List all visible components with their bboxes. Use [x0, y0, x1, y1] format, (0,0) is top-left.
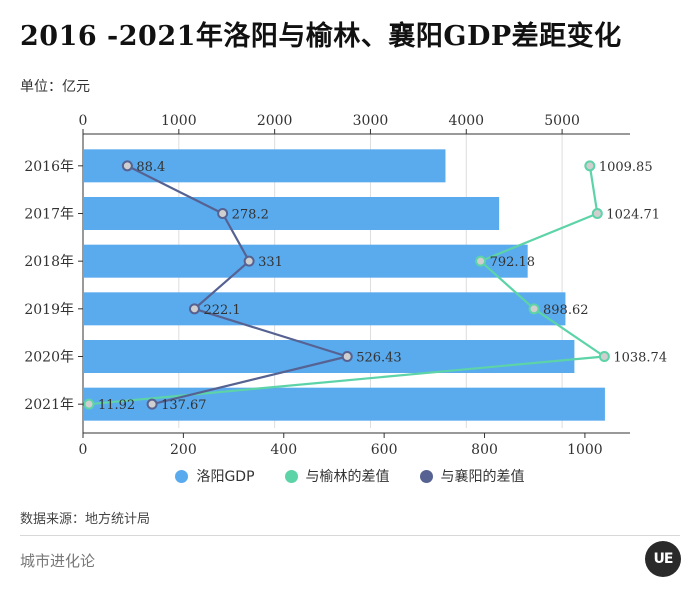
legend: 洛阳GDP 与榆林的差值 与襄阳的差值	[0, 466, 700, 486]
point-yulin	[528, 303, 540, 315]
data-label-xiangyang: 222.1	[203, 303, 240, 318]
footer-divider	[20, 535, 680, 536]
category-label: 2016年	[24, 159, 74, 175]
point-xiangyang	[217, 208, 229, 219]
category-label: 2017年	[24, 207, 74, 223]
legend-label: 与榆林的差值	[305, 469, 390, 485]
legend-label: 与襄阳的差值	[440, 469, 525, 485]
top-axis-tick-label: 5000	[544, 113, 580, 129]
bottom-axis-tick-label: 600	[371, 442, 398, 458]
data-label-xiangyang: 137.67	[161, 398, 207, 413]
point-yulin	[475, 255, 487, 267]
chart-area: 1009.85 1024.71 792.18 898.62 1038.74 11.92 88…	[24, 113, 667, 458]
bar-2017年	[84, 197, 500, 230]
point-yulin	[591, 208, 603, 219]
legend-item-yulin-diff[interactable]: 与榆林的差值	[284, 466, 390, 486]
bar-2020年	[84, 340, 575, 373]
point-xiangyang	[243, 255, 255, 267]
bottom-axis-tick-label: 1000	[567, 442, 603, 458]
category-label: 2021年	[24, 397, 74, 413]
bar-2018年	[84, 244, 528, 278]
legend-item-xiangyang-diff[interactable]: 与襄阳的差值	[419, 466, 525, 486]
legend-swatch-xiangyang	[419, 469, 433, 483]
category-label: 2019年	[24, 302, 74, 318]
legend-label: 洛阳GDP	[196, 469, 255, 485]
data-label-xiangyang: 88.4	[136, 160, 165, 175]
brand-name: 城市进化论	[20, 552, 96, 570]
bottom-axis-tick-label: 400	[270, 442, 297, 458]
line-xiangyang	[126, 164, 349, 406]
line-yulin	[88, 165, 606, 406]
bar-2021年	[84, 387, 605, 421]
chart-title: 2016 -2021年洛阳与榆林、襄阳GDP差距变化	[20, 21, 622, 52]
category-label: 2018年	[24, 254, 74, 270]
data-label-yulin: 1024.71	[606, 208, 660, 223]
bar-2016年	[84, 149, 446, 183]
top-axis-tick-label: 1000	[161, 113, 197, 129]
bottom-axis-tick-label: 200	[170, 442, 197, 458]
point-xiangyang	[121, 160, 133, 172]
top-axis-tick-label: 4000	[448, 113, 484, 129]
point-yulin	[83, 398, 95, 410]
brand-logo: UE	[645, 541, 681, 577]
legend-swatch-yulin	[284, 469, 298, 483]
point-yulin	[598, 351, 610, 362]
data-label-yulin: 11.92	[98, 398, 135, 413]
bottom-axis-tick-label: 0	[79, 442, 88, 458]
bar-2019年	[84, 292, 566, 326]
data-label-yulin: 1009.85	[599, 160, 653, 175]
line-series: 1009.85 1024.71 792.18 898.62 1038.74 11.92 88…	[83, 160, 667, 413]
bar-series	[84, 149, 605, 421]
bottom-axis-tick-label: 800	[471, 442, 498, 458]
legend-item-luoyang-gdp[interactable]: 洛阳GDP	[175, 466, 255, 486]
point-yulin	[584, 160, 596, 172]
data-label-xiangyang: 331	[258, 255, 283, 270]
data-label-xiangyang: 526.43	[356, 351, 402, 366]
point-xiangyang	[146, 398, 158, 410]
top-axis-tick-label: 0	[79, 113, 88, 129]
data-label-yulin: 898.62	[543, 303, 589, 318]
axes: 0 1000 2000 3000 4000 5000 0 200 400 600 800 1000 20…	[24, 113, 630, 458]
top-axis-tick-label: 3000	[353, 113, 389, 129]
data-label-xiangyang: 278.2	[232, 208, 269, 223]
data-label-yulin: 1038.74	[613, 351, 667, 366]
unit-label: 单位：亿元	[20, 79, 90, 95]
category-label: 2020年	[24, 350, 74, 366]
legend-swatch-bar	[175, 469, 189, 483]
data-source: 数据来源：地方统计局	[20, 512, 151, 527]
data-label-yulin: 792.18	[490, 255, 535, 270]
top-axis-tick-label: 2000	[257, 113, 293, 129]
point-xiangyang	[188, 303, 200, 315]
point-xiangyang	[341, 351, 353, 362]
